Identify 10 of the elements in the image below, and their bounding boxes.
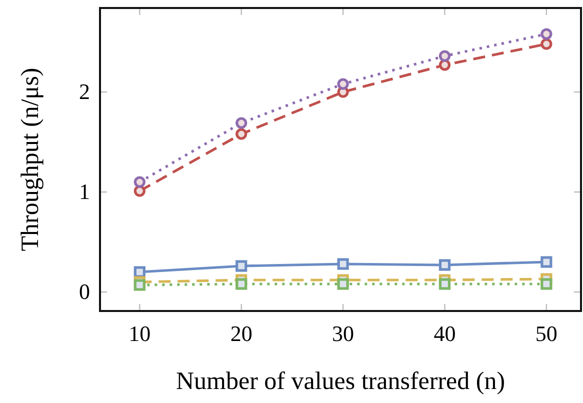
x-tick-label: 10 [128, 321, 151, 346]
y-tick-label: 2 [79, 79, 90, 104]
y-tick-label: 0 [79, 279, 90, 304]
x-tick-label: 20 [230, 321, 252, 346]
y-axis-title: Throughput (n/μs) [17, 68, 44, 252]
x-tick-label: 30 [332, 321, 354, 346]
x-tick-label: 40 [434, 321, 456, 346]
y-tick-label: 1 [79, 179, 90, 204]
x-axis-title: Number of values transferred (n) [176, 368, 506, 395]
x-tick-label: 50 [535, 321, 558, 346]
